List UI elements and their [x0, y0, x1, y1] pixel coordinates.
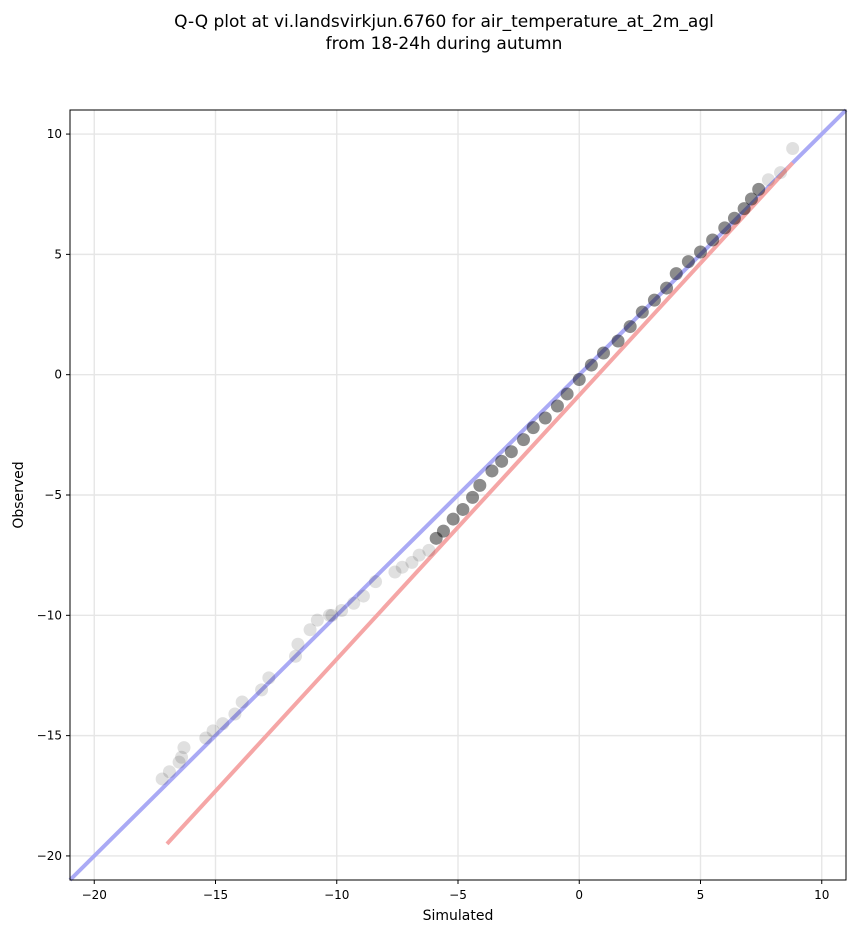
- data-point: [647, 293, 661, 307]
- data-point: [162, 765, 176, 779]
- data-point: [744, 192, 758, 206]
- data-point: [206, 724, 220, 738]
- data-point: [572, 373, 586, 386]
- data-point: [395, 560, 409, 574]
- data-point: [560, 387, 574, 401]
- x-axis-ticks: −20 −15 −10 −5 0 5 10: [82, 880, 829, 902]
- data-point: [456, 502, 470, 516]
- x-tick-label: 10: [814, 888, 829, 902]
- data-point: [681, 255, 695, 269]
- data-point: [597, 346, 610, 360]
- y-tick-label: −20: [37, 849, 62, 863]
- data-point: [752, 182, 766, 196]
- chart-title-line-1: Q-Q plot at vi.landsvirkjun.6760 for air…: [174, 12, 714, 32]
- y-tick-label: 0: [54, 368, 62, 382]
- data-point: [310, 613, 324, 627]
- y-tick-label: 10: [47, 127, 62, 141]
- x-axis-label: Simulated: [423, 908, 494, 924]
- data-points: [155, 142, 800, 786]
- data-point: [155, 772, 169, 786]
- data-point: [172, 755, 186, 769]
- data-point: [623, 320, 637, 334]
- data-point: [485, 464, 499, 478]
- y-axis-label: Observed: [11, 461, 27, 528]
- data-point: [356, 589, 370, 603]
- data-point: [761, 173, 775, 187]
- data-point: [255, 683, 269, 697]
- data-point: [669, 267, 683, 281]
- x-tick-label: −15: [203, 888, 228, 902]
- data-point: [412, 548, 426, 562]
- data-point: [727, 211, 741, 225]
- data-point: [228, 707, 242, 721]
- data-point: [422, 543, 436, 557]
- y-tick-label: −5: [44, 488, 62, 502]
- data-point: [550, 399, 564, 413]
- data-point: [737, 202, 751, 216]
- data-point: [325, 608, 339, 622]
- data-point: [429, 531, 443, 545]
- reference-lines: [68, 108, 848, 882]
- data-point: [235, 695, 249, 709]
- data-point: [291, 637, 305, 651]
- data-point: [177, 741, 191, 755]
- y-tick-label: 5: [54, 247, 62, 261]
- data-point: [262, 671, 276, 685]
- data-point: [335, 604, 349, 617]
- data-point: [446, 512, 460, 526]
- x-tick-label: −5: [449, 888, 467, 902]
- data-point: [175, 750, 189, 764]
- x-tick-label: −10: [324, 888, 349, 902]
- data-point: [504, 445, 518, 459]
- data-point: [495, 454, 509, 468]
- data-point: [786, 142, 800, 155]
- data-point: [303, 623, 317, 637]
- data-point: [660, 281, 674, 295]
- data-point: [611, 334, 625, 348]
- identity-line: [68, 108, 848, 882]
- x-tick-label: −20: [82, 888, 107, 902]
- data-point: [473, 478, 487, 492]
- data-point: [526, 421, 540, 435]
- grid-lines: [70, 110, 846, 880]
- y-tick-label: −10: [37, 608, 62, 622]
- x-tick-label: 0: [575, 888, 583, 902]
- y-axis-ticks: −20 −15 −10 −5 0 5 10: [37, 127, 70, 863]
- chart-title-line-2: from 18-24h during autumn: [326, 34, 563, 54]
- data-point: [405, 555, 419, 569]
- y-tick-label: −15: [37, 729, 62, 743]
- data-point: [584, 358, 598, 372]
- data-point: [436, 524, 450, 538]
- data-point: [718, 221, 732, 235]
- data-point: [466, 490, 480, 504]
- data-point: [216, 717, 230, 731]
- fit-line: [165, 161, 795, 846]
- data-point: [388, 565, 402, 579]
- data-point: [706, 233, 720, 247]
- data-point: [635, 305, 649, 319]
- data-point: [369, 575, 383, 589]
- x-tick-label: 5: [697, 888, 705, 902]
- data-point: [538, 411, 552, 425]
- data-point: [774, 166, 788, 180]
- data-point: [199, 731, 213, 745]
- data-point: [347, 596, 361, 610]
- data-point: [694, 245, 707, 259]
- data-point: [289, 649, 303, 663]
- data-point: [322, 608, 336, 622]
- data-point: [516, 433, 530, 447]
